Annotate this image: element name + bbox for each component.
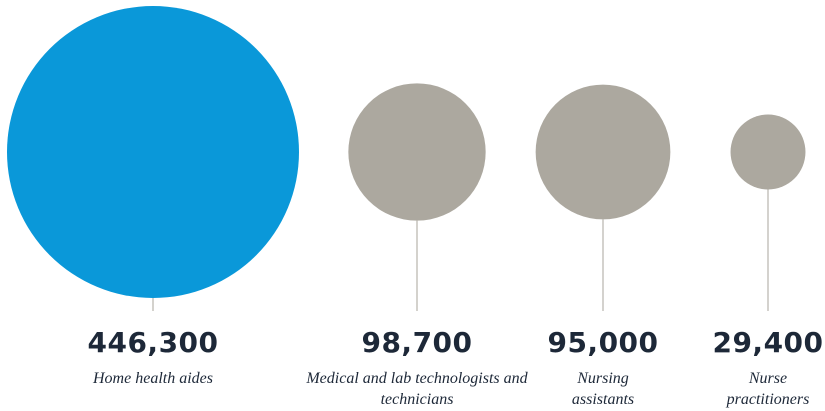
value-label: 95,000 bbox=[547, 326, 659, 359]
category-label: Nursing assistants bbox=[571, 370, 635, 408]
category-label: Medical and lab technologists and techni… bbox=[306, 370, 528, 408]
bubble bbox=[535, 84, 671, 220]
category-label: Nurse practitioners bbox=[726, 370, 810, 408]
value-label: 446,300 bbox=[87, 326, 219, 359]
bubble bbox=[7, 6, 299, 298]
category-label: Home health aides bbox=[93, 370, 213, 387]
bubble bbox=[730, 114, 806, 190]
value-label: 29,400 bbox=[712, 326, 824, 359]
value-label: 98,700 bbox=[361, 326, 473, 359]
bubble bbox=[348, 83, 486, 221]
